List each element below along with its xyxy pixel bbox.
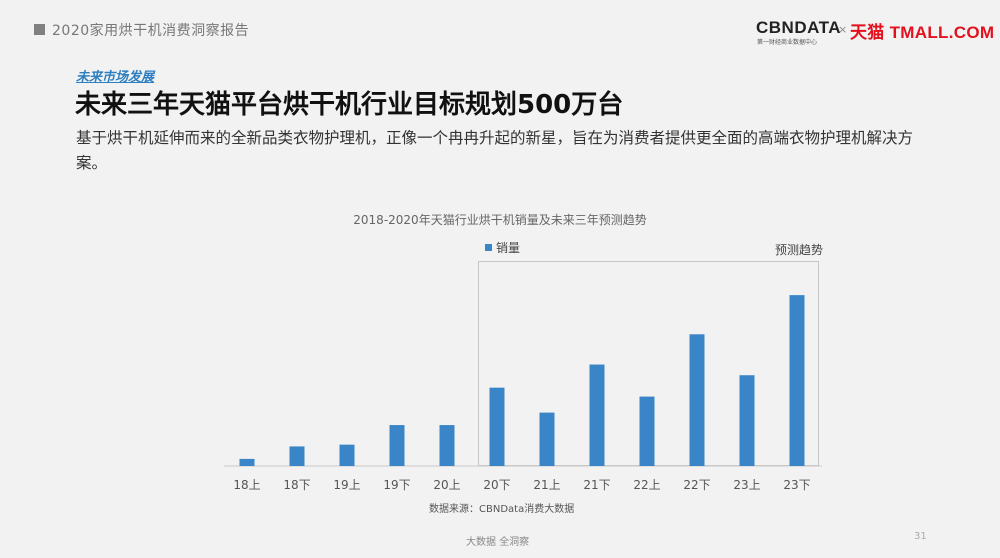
legend-swatch	[485, 244, 492, 251]
tmall-logo: 天猫 TMALL.COM	[850, 23, 995, 42]
cbndata-logo-subtitle: 第一财经商业数据中心	[757, 39, 818, 46]
bar-23上	[739, 375, 755, 466]
logo-separator: ×	[838, 23, 848, 36]
bar-22下	[689, 334, 705, 466]
page-title: 未来三年天猫平台烘干机行业目标规划500万台	[75, 90, 624, 120]
bar-18上	[239, 458, 255, 466]
bar-18下	[289, 446, 305, 466]
header-square-icon	[34, 24, 45, 35]
x-tick-label: 19下	[383, 478, 410, 492]
bar-21上	[539, 412, 555, 466]
x-tick-label: 22下	[683, 478, 710, 492]
source-note: 数据来源：CBNData消费大数据	[429, 504, 575, 515]
legend-label: 销量	[496, 241, 521, 255]
x-tick-label: 19上	[333, 478, 360, 492]
bar-22上	[639, 396, 655, 466]
bar-19下	[389, 425, 405, 466]
x-tick-label: 22上	[633, 478, 660, 492]
bar-20下	[489, 387, 505, 466]
x-tick-label: 21上	[533, 478, 560, 492]
bar-20上	[439, 425, 455, 466]
x-tick-label: 20上	[433, 478, 460, 492]
x-tick-label: 21下	[583, 478, 610, 492]
bar-19上	[339, 444, 355, 466]
x-tick-label: 18上	[233, 478, 260, 492]
x-tick-label: 23下	[783, 478, 810, 492]
x-tick-label: 20下	[483, 478, 510, 492]
cbndata-logo: CBNDATA	[756, 18, 842, 37]
forecast-label: 预测趋势	[775, 243, 824, 257]
footer-slogan: 大数据 全洞察	[466, 537, 530, 548]
description-text: 基于烘干机延伸而来的全新品类衣物护理机，正像一个冉冉升起的新星，旨在为消费者提供…	[76, 129, 914, 172]
bar-21下	[589, 364, 605, 466]
bar-23下	[789, 295, 805, 466]
section-tag: 未来市场发展	[76, 70, 155, 85]
chart-title: 2018-2020年天猫行业烘干机销量及未来三年预测趋势	[353, 213, 647, 227]
report-title: 2020家用烘干机消费洞察报告	[52, 23, 250, 39]
page-number: 31	[914, 531, 927, 542]
chart-legend: 销量	[485, 239, 520, 256]
x-tick-label: 18下	[283, 478, 310, 492]
x-tick-label: 23上	[733, 478, 760, 492]
